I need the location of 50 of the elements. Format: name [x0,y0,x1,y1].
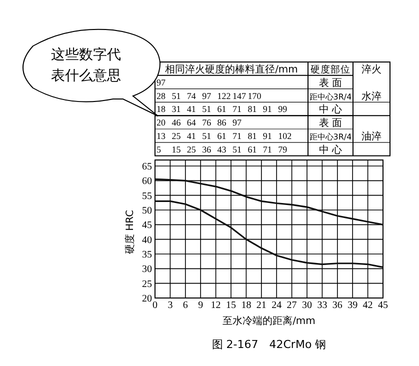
x-tick-label: 24 [272,300,282,311]
y-tick-label: 45 [142,220,152,232]
text: 表 面 [318,117,342,130]
text: 20 46 64 76 86 [156,118,226,128]
text: 水淬 [362,90,382,102]
x-tick-label: 9 [198,300,204,311]
x-tick-label: 6 [182,300,188,311]
text: 13 25 41 51 61 71 81 91 102 [156,131,292,141]
text: 5 15 25 36 43 51 61 71 79 [156,144,288,154]
text: 这些数字代表什么意思 [51,47,121,84]
y-tick-label: 30 [142,264,152,276]
y-tick-label: 25 [142,278,152,290]
x-tick-label: 30 [302,300,312,311]
x-tick-label: 39 [348,300,358,311]
text: 中 心 [318,144,342,156]
y-tick-label: 50 [142,206,152,216]
text: 距中心3R/4 [309,92,352,102]
x-tick-label: 18 [241,300,252,311]
y-tick-label: 40 [142,234,152,246]
y-tick-label: 55 [142,190,152,202]
x-tick-label: 42 [362,300,373,311]
text: 淬火 [362,64,382,76]
x-tick-label: 3 [168,300,173,311]
x-tick-label: 33 [317,300,328,311]
text: 图 2-167 42CrMo 钢 [212,338,326,351]
text: 表 面 [318,76,342,89]
x-tick-label: 45 [378,300,388,311]
line-series [154,200,384,268]
y-tick-label: 35 [142,250,152,260]
y-tick-label: 20 [142,294,152,304]
text: 油淬 [362,130,382,143]
text: 28 51 74 97 122 147 170 [156,90,262,101]
text: 硬度部位 [310,64,350,76]
y-axis-title: 硬度 HRC [124,210,136,254]
y-tick-label: 60 [142,176,152,188]
text: 距中心3R/4 [309,132,352,142]
y-tick-label: 65 [142,162,152,172]
line-series [154,178,384,226]
x-tick-label: 15 [226,300,236,311]
text: 97 [232,118,242,128]
text: 18 31 41 51 61 71 81 91 99 [156,104,288,114]
x-axis-title: 至水冷端的距离/mm [222,315,316,327]
text: 中 心 [318,104,342,116]
text: 相同淬火硬度的棒料直径/mm [165,64,298,76]
x-tick-label: 27 [286,300,297,311]
text: 97 [156,77,166,88]
x-tick-label: 12 [210,300,221,311]
x-tick-label: 36 [332,300,342,311]
x-tick-label: 0 [152,300,158,311]
x-tick-label: 21 [256,300,266,311]
